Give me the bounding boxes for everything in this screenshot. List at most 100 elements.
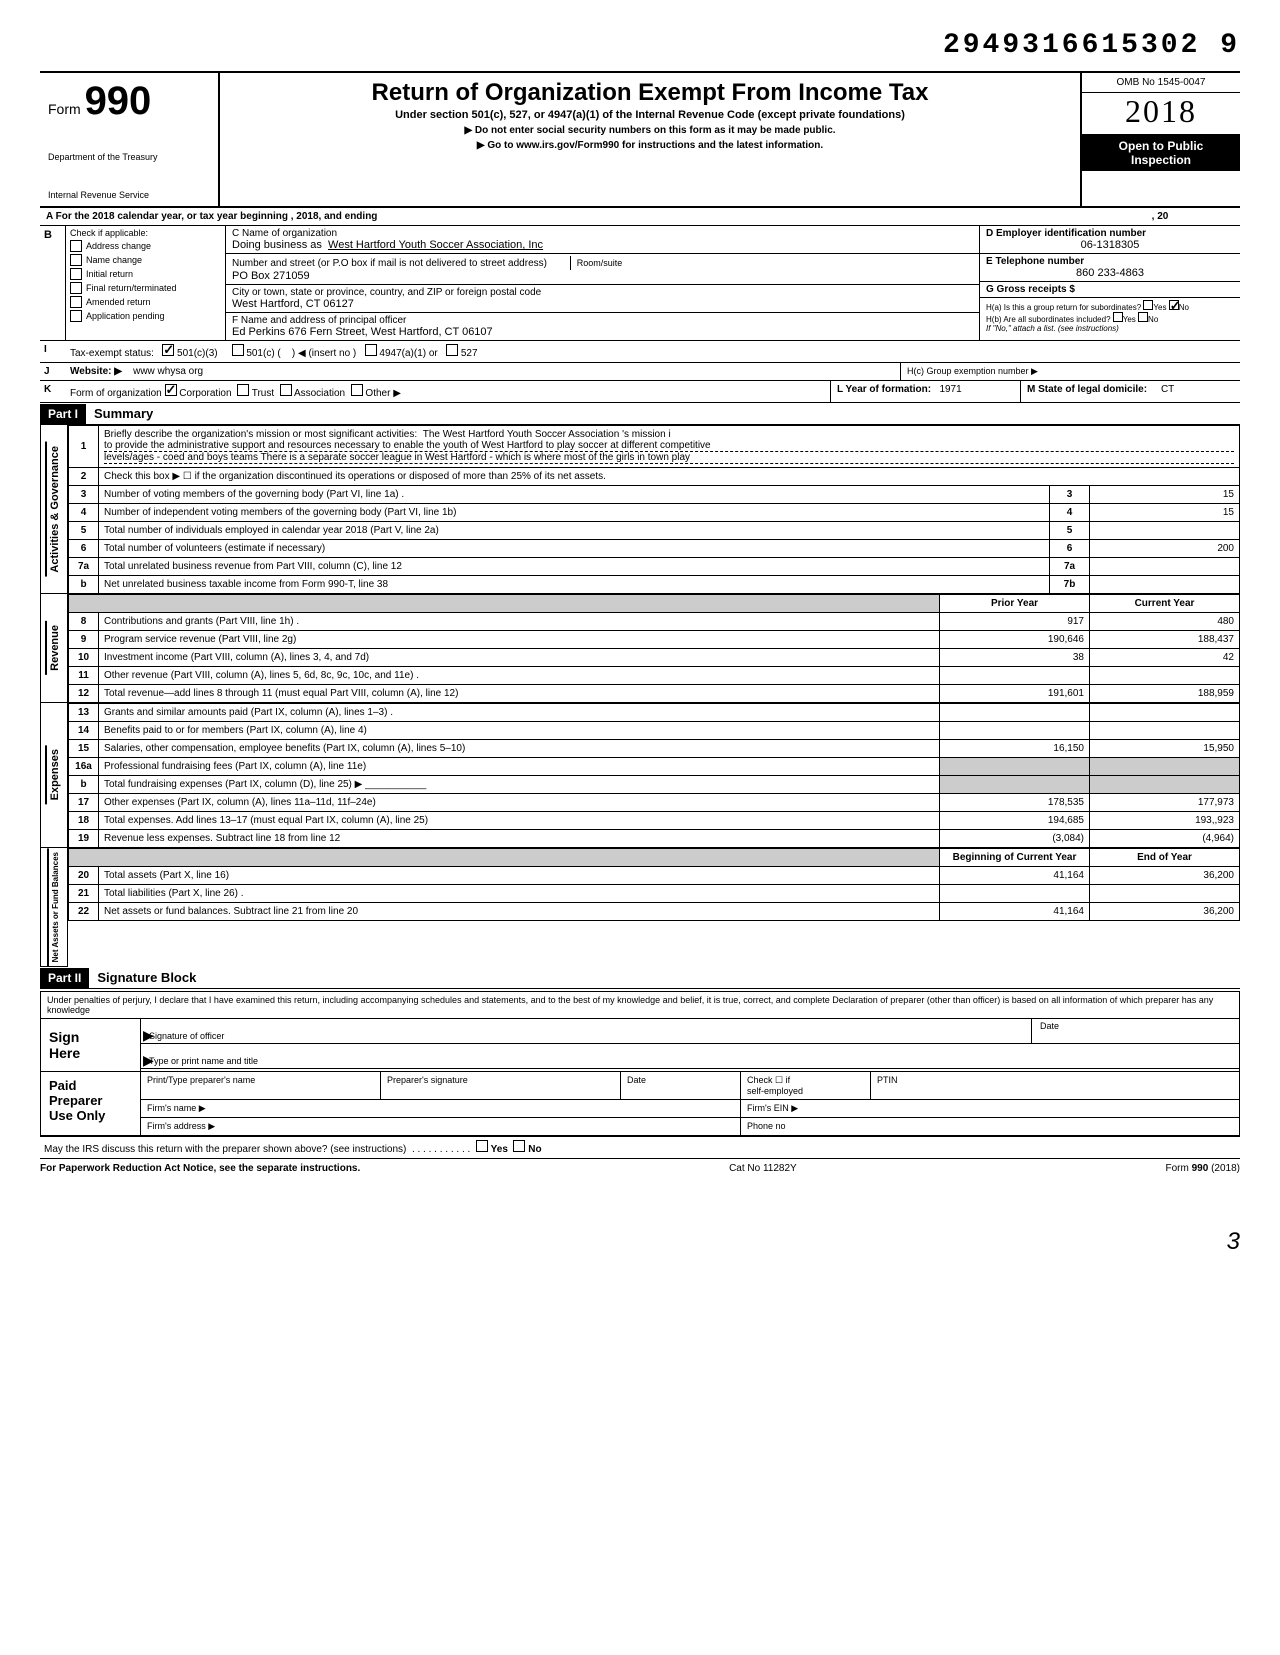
dept-irs: Internal Revenue Service xyxy=(48,190,210,200)
expenses-table: 13Grants and similar amounts paid (Part … xyxy=(68,703,1240,848)
cell-ein: D Employer identification number 06-1318… xyxy=(980,226,1240,254)
cb-initial: Initial return xyxy=(70,268,221,280)
room-label: Room/suite xyxy=(570,256,629,270)
cb-501c[interactable] xyxy=(232,344,244,356)
ha-yes-cb[interactable] xyxy=(1143,300,1153,310)
part2-title: Signature Block xyxy=(89,967,204,988)
revenue-table: Prior YearCurrent Year 8Contributions an… xyxy=(68,594,1240,703)
header-right: OMB No 1545-0047 2018 Open to Public Ins… xyxy=(1080,73,1240,206)
f-value: Ed Perkins 676 Fern Street, West Hartfor… xyxy=(232,326,973,338)
street-value: PO Box 271059 xyxy=(232,270,973,282)
irs-yes-cb[interactable] xyxy=(476,1140,488,1152)
hc-label: H(c) Group exemption number ▶ xyxy=(900,363,1240,380)
part2-header: Part II xyxy=(40,968,89,988)
cell-org-name: C Name of organization Doing business as… xyxy=(226,226,979,254)
paid-right: Print/Type preparer's name Preparer's si… xyxy=(141,1072,1239,1135)
col-b-right: D Employer identification number 06-1318… xyxy=(980,226,1240,340)
m-state: M State of legal domicile: CT xyxy=(1020,381,1240,402)
cb-corp[interactable] xyxy=(165,384,177,396)
prep-name[interactable]: Print/Type preparer's name xyxy=(141,1072,381,1099)
open-public: Open to Public Inspection xyxy=(1082,135,1240,171)
arrow-url: ▶ Go to www.irs.gov/Form990 for instruct… xyxy=(230,140,1070,151)
irs-no-cb[interactable] xyxy=(513,1140,525,1152)
cell-phone: E Telephone number 860 233-4863 xyxy=(980,254,1240,282)
row-i-content: Tax-exempt status: 501(c)(3) 501(c) ( ) … xyxy=(66,341,1240,362)
phone[interactable]: Phone no xyxy=(741,1118,1239,1135)
cb-other[interactable] xyxy=(351,384,363,396)
hb-yes-cb[interactable] xyxy=(1113,312,1123,322)
dba-line: Doing business as West Hartford Youth So… xyxy=(232,239,973,251)
website-value: www whysa org xyxy=(133,366,203,377)
firm-ein[interactable]: Firm's EIN ▶ xyxy=(741,1100,1239,1117)
ptin[interactable]: PTIN xyxy=(871,1072,1239,1099)
footer-left: For Paperwork Reduction Act Notice, see … xyxy=(40,1163,360,1174)
cb-4947[interactable] xyxy=(365,344,377,356)
netassets-table: Beginning of Current YearEnd of Year 20T… xyxy=(68,848,1240,921)
dept-treasury: Department of the Treasury xyxy=(48,152,210,162)
row-a: A For the 2018 calendar year, or tax yea… xyxy=(40,208,1240,226)
cb-name-change: Name change xyxy=(70,254,221,266)
summary-governance: Activities & Governance 1Briefly describ… xyxy=(40,425,1240,594)
summary-expenses: Expenses 13Grants and similar amounts pa… xyxy=(40,703,1240,848)
omb-number: OMB No 1545-0047 xyxy=(1082,73,1240,93)
e-label: E Telephone number xyxy=(986,256,1234,267)
date-box: Date xyxy=(1031,1019,1099,1043)
paid-preparer-row: Paid Preparer Use Only Print/Type prepar… xyxy=(41,1071,1239,1135)
irs-discuss: May the IRS discuss this return with the… xyxy=(40,1137,1240,1158)
form-990-container: 2949316615302 9 Form 990 Department of t… xyxy=(40,30,1240,1256)
city-value: West Hartford, CT 06127 xyxy=(232,298,973,310)
cell-officer: F Name and address of principal officer … xyxy=(226,313,979,340)
row-k: K Form of organization Corporation Trust… xyxy=(40,381,1240,403)
signature-block: Under penalties of perjury, I declare th… xyxy=(40,991,1240,1136)
sign-here-right: ▶ Signature of officer Date ▶ Type or pr… xyxy=(141,1019,1239,1071)
checkbox-initial[interactable] xyxy=(70,268,82,280)
governance-table: 1Briefly describe the organization's mis… xyxy=(68,425,1240,594)
cb-trust[interactable] xyxy=(237,384,249,396)
prep-sig[interactable]: Preparer's signature xyxy=(381,1072,621,1099)
checkbox-name[interactable] xyxy=(70,254,82,266)
letter-j: J xyxy=(40,363,66,380)
footer-center: Cat No 11282Y xyxy=(729,1163,797,1174)
cb-527[interactable] xyxy=(446,344,458,356)
cb-final: Final return/terminated xyxy=(70,282,221,294)
type-name-line[interactable]: ▶ Type or print name and title xyxy=(141,1044,1239,1069)
cb-assoc[interactable] xyxy=(280,384,292,396)
check-self[interactable]: Check ☐ if self-employed xyxy=(741,1072,871,1099)
checkbox-pending[interactable] xyxy=(70,310,82,322)
form-title: Return of Organization Exempt From Incom… xyxy=(230,79,1070,107)
f-label: F Name and address of principal officer xyxy=(232,315,973,326)
checkbox-amended[interactable] xyxy=(70,296,82,308)
checkbox-address[interactable] xyxy=(70,240,82,252)
firm-addr[interactable]: Firm's address ▶ xyxy=(141,1118,741,1135)
cell-gross: G Gross receipts $ xyxy=(980,282,1240,298)
open-public-2: Inspection xyxy=(1086,153,1236,167)
footer-right: Form 990 (2018) xyxy=(1166,1163,1241,1174)
cb-pending: Application pending xyxy=(70,310,221,322)
row-a-right: , 20 xyxy=(1080,208,1240,225)
ha-no-cb[interactable] xyxy=(1169,300,1179,310)
c-label: C Name of organization xyxy=(232,228,973,239)
penalty-text: Under penalties of perjury, I declare th… xyxy=(41,992,1239,1019)
cb-address-change: Address change xyxy=(70,240,221,252)
row-i: I Tax-exempt status: 501(c)(3) 501(c) ( … xyxy=(40,341,1240,363)
footer: For Paperwork Reduction Act Notice, see … xyxy=(40,1159,1240,1178)
hb-label: H(b) Are all subordinates included? xyxy=(986,315,1111,324)
prep-row3: Firm's address ▶ Phone no xyxy=(141,1118,1239,1135)
cb-501c3[interactable] xyxy=(162,344,174,356)
summary-revenue: Revenue Prior YearCurrent Year 8Contribu… xyxy=(40,594,1240,703)
paid-label: Paid Preparer Use Only xyxy=(41,1072,141,1135)
prep-date[interactable]: Date xyxy=(621,1072,741,1099)
row-k-content: Form of organization Corporation Trust A… xyxy=(66,381,830,402)
form-header: Form 990 Department of the Treasury Inte… xyxy=(40,71,1240,208)
summary-netassets: Net Assets or Fund Balances Beginning of… xyxy=(40,848,1240,967)
firm-name[interactable]: Firm's name ▶ xyxy=(141,1100,741,1117)
prep-row1: Print/Type preparer's name Preparer's si… xyxy=(141,1072,1239,1100)
part2-header-row: Part II Signature Block xyxy=(40,967,1240,989)
row-j-content: Website: ▶ www whysa org xyxy=(66,363,900,380)
checkbox-final[interactable] xyxy=(70,282,82,294)
cell-ha: H(a) Is this a group return for subordin… xyxy=(980,298,1240,335)
form-subtitle: Under section 501(c), 527, or 4947(a)(1)… xyxy=(230,109,1070,121)
hb-no-cb[interactable] xyxy=(1138,312,1148,322)
row-j: J Website: ▶ www whysa org H(c) Group ex… xyxy=(40,363,1240,381)
officer-sig-line[interactable]: ▶ Signature of officer Date xyxy=(141,1019,1239,1044)
